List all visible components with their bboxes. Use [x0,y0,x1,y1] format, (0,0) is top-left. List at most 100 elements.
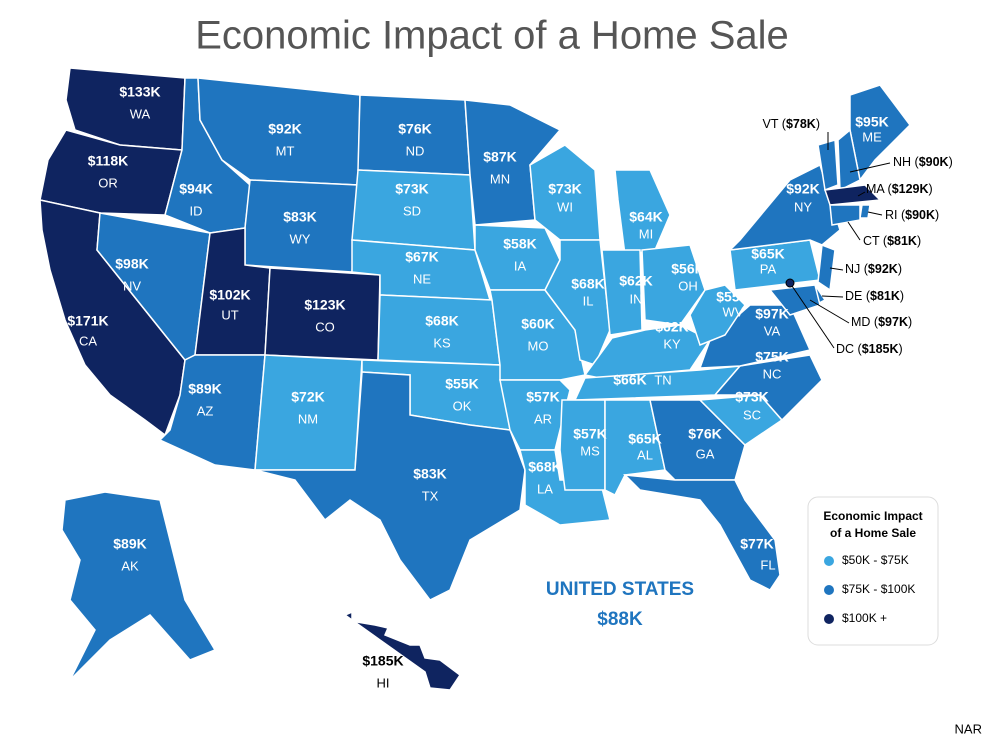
state-value: $68K [425,313,458,329]
state-abbr: MA [866,182,885,196]
state-abbr: ND [406,143,425,158]
paren: ) [935,208,939,222]
state-shape [817,139,839,192]
state-abbr: AR [534,411,552,426]
state-value: $89K [113,536,146,552]
state-abbr: WI [557,199,573,214]
legend-title: Economic Impact [823,509,922,523]
state-value: $87K [483,149,516,165]
state-value: $77K [740,536,773,552]
state-abbr: ME [862,129,882,144]
state-value: $97K [878,315,908,329]
state-abbr: MT [276,143,295,158]
state-value: $65K [628,431,661,447]
state-value: $83K [283,209,316,225]
state-abbr: MO [528,338,549,353]
state-abbr: VT [763,117,779,131]
state-abbr: DC [836,342,854,356]
state-abbr: OH [678,278,698,293]
paren: ) [908,315,912,329]
state-value: $81K [887,234,917,248]
state-abbr: TN [654,372,671,387]
state-value: $76K [398,121,431,137]
state-value: $76K [688,426,721,442]
state-value: $73K [735,389,768,405]
state-abbr: UT [221,307,238,322]
leader-line [789,282,835,349]
state-value: $92K [268,121,301,137]
legend-label: $75K - $100K [842,582,915,596]
state-abbr: SD [403,203,421,218]
state-abbr: DE [845,289,862,303]
paren: ( [884,182,892,196]
state-shape [768,284,821,316]
state-abbr: ID [190,203,203,218]
paren: ( [854,342,862,356]
state-value: $92K [868,262,898,276]
state-shape [829,204,861,226]
paren: ) [816,117,820,131]
state-value: $62K [655,319,688,335]
state-abbr: AZ [197,403,214,418]
state-value: $73K [548,181,581,197]
legend-swatch [824,556,834,566]
state-abbr: CA [79,333,97,348]
state-value: $64K [629,209,662,225]
state-abbr: CT [863,234,880,248]
state-abbr: WY [290,231,311,246]
state-dot [785,278,795,288]
state-value: $65K [751,246,784,262]
leader-line [847,221,861,241]
state-shape [689,284,746,346]
state-value: $57K [526,389,559,405]
callout-label: NJ ($92K) [845,262,902,276]
state-abbr: NV [123,278,141,293]
paren: ( [870,315,878,329]
legend-label: $100K + [842,611,887,625]
paren: ( [898,208,906,222]
state-value: $68K [528,459,561,475]
state-value: $123K [304,297,345,313]
state-abbr: WV [723,304,744,319]
leader-line [867,211,883,216]
state-value: $185K [862,342,899,356]
leader-line [857,191,866,197]
national-value: $88K [597,609,643,630]
state-abbr: FL [760,557,775,572]
state-abbr: NM [298,411,318,426]
state-abbr: NE [413,271,431,286]
state-abbr: NJ [845,262,860,276]
state-value: $60K [521,316,554,332]
state-value: $92K [786,181,819,197]
state-value: $57K [573,426,606,442]
state-abbr: OR [98,175,118,190]
callout-label: NH ($90K) [893,155,953,169]
state-value: $67K [405,249,438,265]
state-shape [817,243,836,292]
state-abbr: WA [130,106,151,121]
legend-items: $50K - $75K $75K - $100K $100K + [824,553,915,625]
state-abbr: SC [743,407,761,422]
states [39,67,911,691]
state-value: $185K [362,653,403,669]
state-abbr: LA [537,481,553,496]
leader-line [809,299,850,324]
state-shape [559,399,606,491]
state-abbr: GA [696,446,715,461]
state-abbr: AK [121,558,139,573]
state-shape [377,294,501,366]
state-shape [622,474,781,591]
state-value: $55K [716,289,749,305]
state-shape [727,163,841,252]
callout-label: MD ($97K) [851,315,912,329]
legend-swatch [824,585,834,595]
state-value: $118K [88,153,128,169]
callout-label: DC ($185K) [836,342,903,356]
state-value: $129K [892,182,929,196]
paren: ) [949,155,953,169]
state-abbr: NY [794,199,812,214]
labels: $133K WA $118K OR $171K CA $98K NV $94K ID $92K MT $… [67,84,952,691]
state-abbr: OK [453,398,472,413]
state-value: $62K [619,273,652,289]
state-shape [641,244,706,326]
